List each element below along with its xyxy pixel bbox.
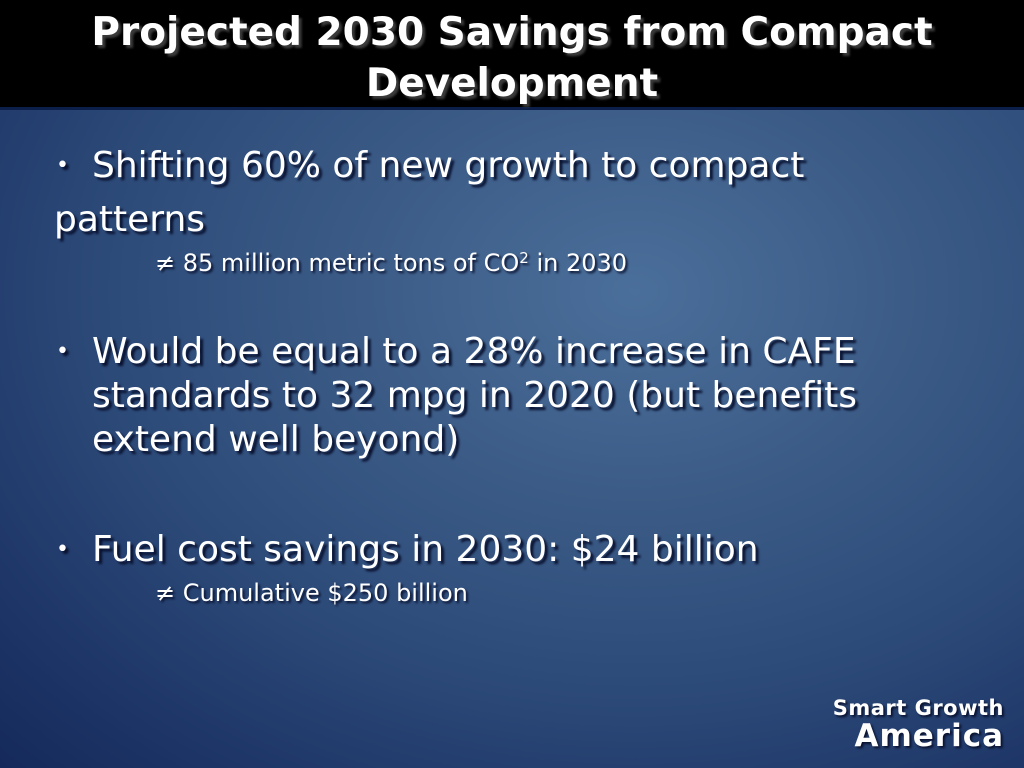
smart-growth-america-logo: Smart Growth America — [833, 696, 1004, 752]
bullet-marker: • — [56, 339, 69, 364]
sub-bullet-1-text: 85 million metric tons of CO — [182, 249, 520, 277]
bullet-3-text: Fuel cost savings in 2030: $24 billion — [92, 529, 759, 570]
sub-marker-3: ≠ — [155, 579, 176, 607]
bullet-1: • Shifting 60% of new growth to compact — [56, 144, 972, 188]
bullet-1-line2: patterns — [54, 199, 206, 240]
sub-marker-1: ≠ — [155, 249, 176, 277]
sub-bullet-1: ≠ 85 million metric tons of CO2 in 2030 — [155, 248, 627, 278]
sub-bullet-3-text: Cumulative $250 billion — [182, 579, 468, 607]
sub-bullet-1-text-after: in 2030 — [536, 249, 628, 277]
title-bar: Projected 2030 Savings from Compact Deve… — [0, 0, 1024, 110]
bullet-3: • Fuel cost savings in 2030: $24 billion — [56, 528, 972, 572]
bullet-1-line1: Shifting 60% of new growth to compact — [92, 145, 805, 186]
bullet-marker: • — [56, 537, 69, 562]
co2-subscript: 2 — [519, 249, 529, 267]
logo-line2: America — [854, 718, 1004, 754]
slide-title: Projected 2030 Savings from Compact Deve… — [91, 10, 933, 106]
bullet-2-text: Would be equal to a 28% increase in CAFE… — [92, 331, 858, 460]
sub-bullet-3: ≠ Cumulative $250 billion — [155, 578, 468, 608]
bullet-2: • Would be equal to a 28% increase in CA… — [56, 330, 912, 462]
logo-line1: Smart Growth — [832, 696, 1004, 720]
bullet-marker: • — [56, 153, 69, 178]
bullet-1-continuation: patterns — [54, 198, 954, 242]
